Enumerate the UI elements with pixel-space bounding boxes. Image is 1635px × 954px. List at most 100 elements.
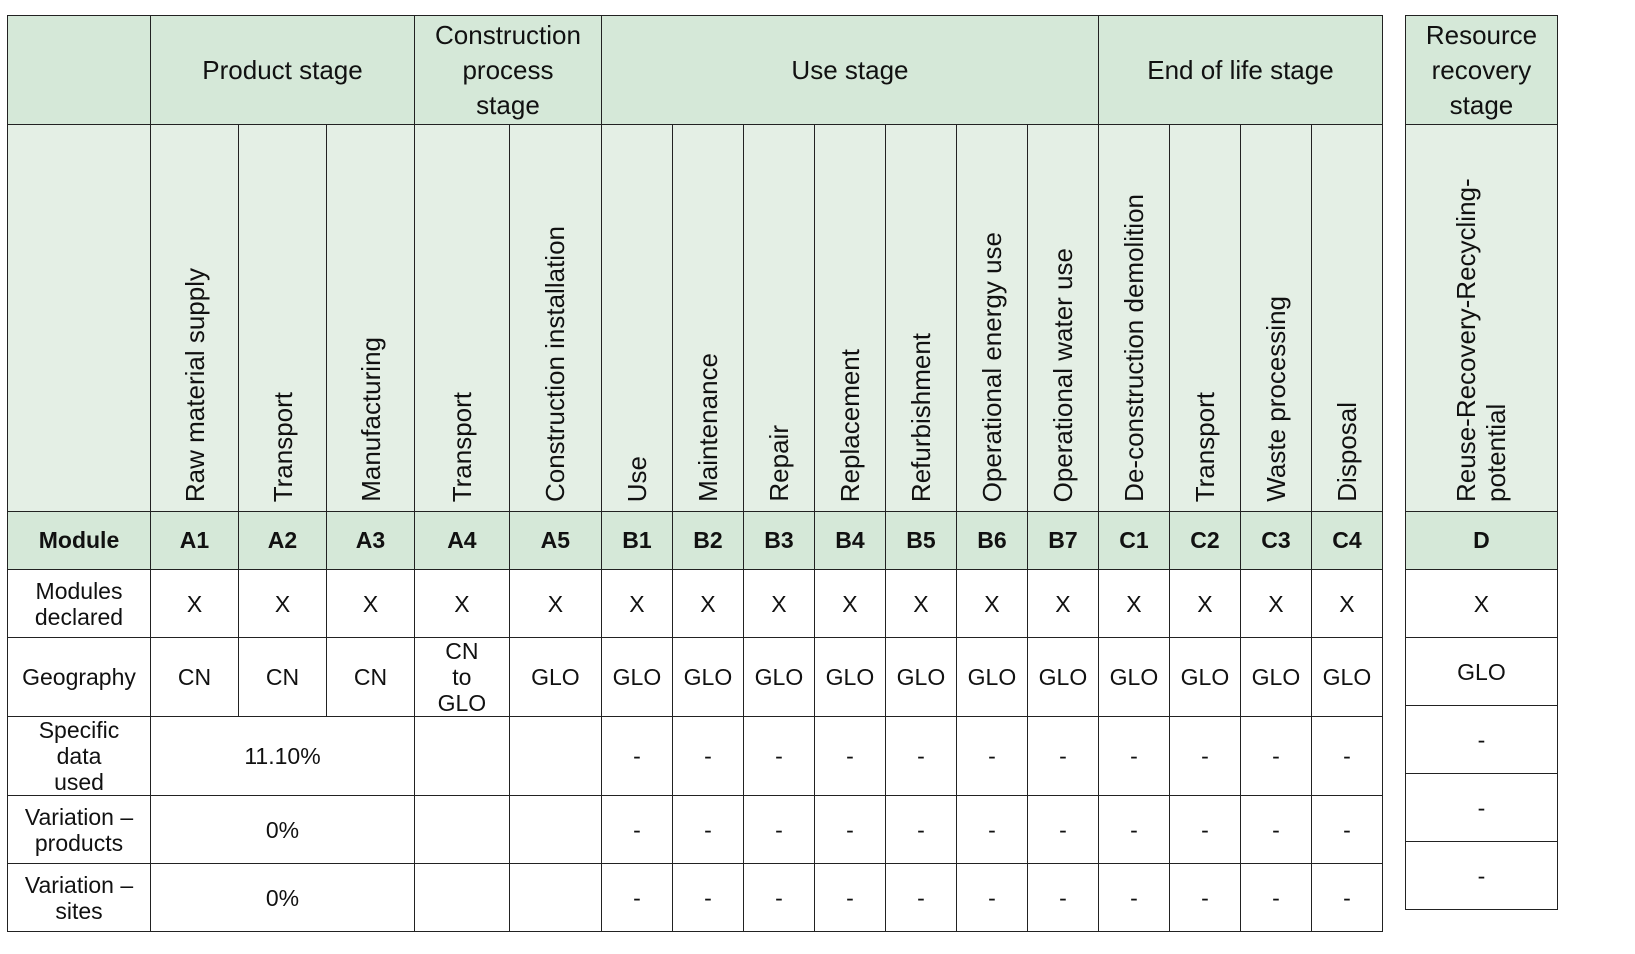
declared-b2: X [671, 569, 744, 638]
var-products-b1: - [600, 795, 673, 864]
declared-a3: X [326, 569, 415, 638]
geography-row-d: GLO [1404, 637, 1558, 706]
module-c3: C3 [1239, 511, 1312, 570]
geography-a4-text: CN to GLO [437, 638, 487, 716]
module-row: Module A1 A2 A3 A4 A5 B1 B2 B3 B4 B5 B6 … [7, 511, 1383, 570]
var-sites-b7: - [1026, 863, 1099, 932]
module-a3: A3 [326, 511, 415, 570]
module-a1: A1 [150, 511, 239, 570]
var-sites-a5 [508, 863, 602, 932]
declared-b4: X [813, 569, 886, 638]
geography-c4: GLO [1310, 637, 1383, 717]
declared-row: Modules declared X X X X X X X X X X X X… [7, 569, 1383, 638]
module-b5: B5 [884, 511, 957, 570]
stage-use: Use stage [600, 15, 1099, 125]
geography-b6: GLO [955, 637, 1028, 717]
col-name-c1: De-construction demolition [1097, 124, 1170, 512]
declared-c4: X [1310, 569, 1383, 638]
declared-b1: X [600, 569, 673, 638]
var-products-c3: - [1239, 795, 1312, 864]
col-name-c4: Disposal [1310, 124, 1383, 512]
var-products-b6: - [955, 795, 1028, 864]
column-names-row-d: Reuse-Recovery-Recycling-potential [1404, 124, 1558, 512]
variation-products-row: Variation – products 0% - - - - - - - - … [7, 795, 1383, 864]
declared-a5: X [508, 569, 602, 638]
module-b7: B7 [1026, 511, 1099, 570]
col-name-a1-label: Raw material supply [179, 267, 210, 502]
col-name-b5: Refurbishment [884, 124, 957, 512]
row-label-var-products: Variation – products [7, 795, 151, 864]
geography-b1: GLO [600, 637, 673, 717]
specific-c1: - [1097, 716, 1170, 796]
geography-b5: GLO [884, 637, 957, 717]
row-label-var-products-text: Variation – products [24, 803, 134, 856]
specific-c2: - [1168, 716, 1241, 796]
module-a4: A4 [414, 511, 510, 570]
geography-row: Geography CN CN CN CN to GLO GLO GLO GLO… [7, 637, 1383, 717]
col-name-a3-label: Manufacturing [355, 337, 386, 502]
col-name-b3: Repair [742, 124, 815, 512]
col-name-c3: Waste processing [1239, 124, 1312, 512]
var-sites-d: - [1404, 841, 1558, 910]
geography-c2: GLO [1168, 637, 1241, 717]
var-products-d: - [1404, 773, 1558, 842]
row-label-specific-text: Specific data used [38, 717, 120, 795]
col-name-b2: Maintenance [671, 124, 744, 512]
corner-cell [7, 15, 151, 125]
declared-c3: X [1239, 569, 1312, 638]
specific-a1-a3: 11.10% [150, 716, 415, 796]
variation-products-row-d: - [1404, 773, 1558, 842]
row-label-specific: Specific data used [7, 716, 151, 796]
var-products-a4 [414, 795, 510, 864]
col-name-b7: Operational water use [1026, 124, 1099, 512]
specific-c4: - [1310, 716, 1383, 796]
col-name-a2-label: Transport [267, 391, 298, 502]
declared-d: X [1404, 569, 1558, 638]
specific-c3: - [1239, 716, 1312, 796]
specific-a4 [414, 716, 510, 796]
col-name-b1-label: Use [621, 455, 652, 502]
specific-b7: - [1026, 716, 1099, 796]
declared-b6: X [955, 569, 1028, 638]
var-sites-b4: - [813, 863, 886, 932]
module-b1: B1 [600, 511, 673, 570]
lca-modules-table: Product stage Construction process stage… [7, 15, 1383, 932]
module-row-d: D [1404, 511, 1558, 570]
col-name-a2: Transport [238, 124, 327, 512]
column-names-row: Raw material supply Transport Manufactur… [7, 124, 1383, 512]
declared-c2: X [1168, 569, 1241, 638]
module-a2: A2 [238, 511, 327, 570]
specific-b4: - [813, 716, 886, 796]
names-corner-cell [7, 124, 151, 512]
col-name-b3-label: Repair [763, 425, 794, 502]
stage-construction: Construction process stage [414, 15, 602, 125]
var-products-a1-a3: 0% [150, 795, 415, 864]
row-label-declared-text: Modules declared [34, 577, 124, 630]
var-sites-c1: - [1097, 863, 1170, 932]
stage-product: Product stage [150, 15, 415, 125]
var-sites-b5: - [884, 863, 957, 932]
col-name-b1: Use [600, 124, 673, 512]
declared-b7: X [1026, 569, 1099, 638]
declared-b3: X [742, 569, 815, 638]
geography-a4: CN to GLO [414, 637, 510, 717]
module-b4: B4 [813, 511, 886, 570]
module-c2: C2 [1168, 511, 1241, 570]
col-name-c4-label: Disposal [1331, 402, 1362, 502]
col-name-a4-label: Transport [446, 391, 477, 502]
geography-b2: GLO [671, 637, 744, 717]
var-sites-b3: - [742, 863, 815, 932]
module-c4: C4 [1310, 511, 1383, 570]
specific-b6: - [955, 716, 1028, 796]
stage-construction-label: Construction process stage [435, 19, 581, 120]
col-name-c2: Transport [1168, 124, 1241, 512]
geography-a5: GLO [508, 637, 602, 717]
declared-b5: X [884, 569, 957, 638]
specific-a5 [508, 716, 602, 796]
geography-a3: CN [326, 637, 415, 717]
var-sites-a1-a3: 0% [150, 863, 415, 932]
geography-b3: GLO [742, 637, 815, 717]
col-name-c3-label: Waste processing [1260, 296, 1291, 502]
col-name-a4: Transport [414, 124, 510, 512]
declared-row-d: X [1404, 569, 1558, 638]
